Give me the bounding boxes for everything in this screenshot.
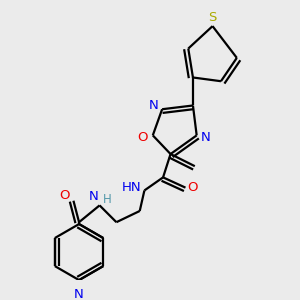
Text: N: N [74, 289, 84, 300]
Text: N: N [201, 131, 211, 144]
Text: HN: HN [122, 181, 141, 194]
Text: O: O [188, 181, 198, 194]
Text: O: O [59, 189, 69, 202]
Text: O: O [137, 131, 148, 144]
Text: N: N [149, 99, 159, 112]
Text: N: N [89, 190, 99, 202]
Text: S: S [208, 11, 217, 24]
Text: H: H [103, 193, 111, 206]
